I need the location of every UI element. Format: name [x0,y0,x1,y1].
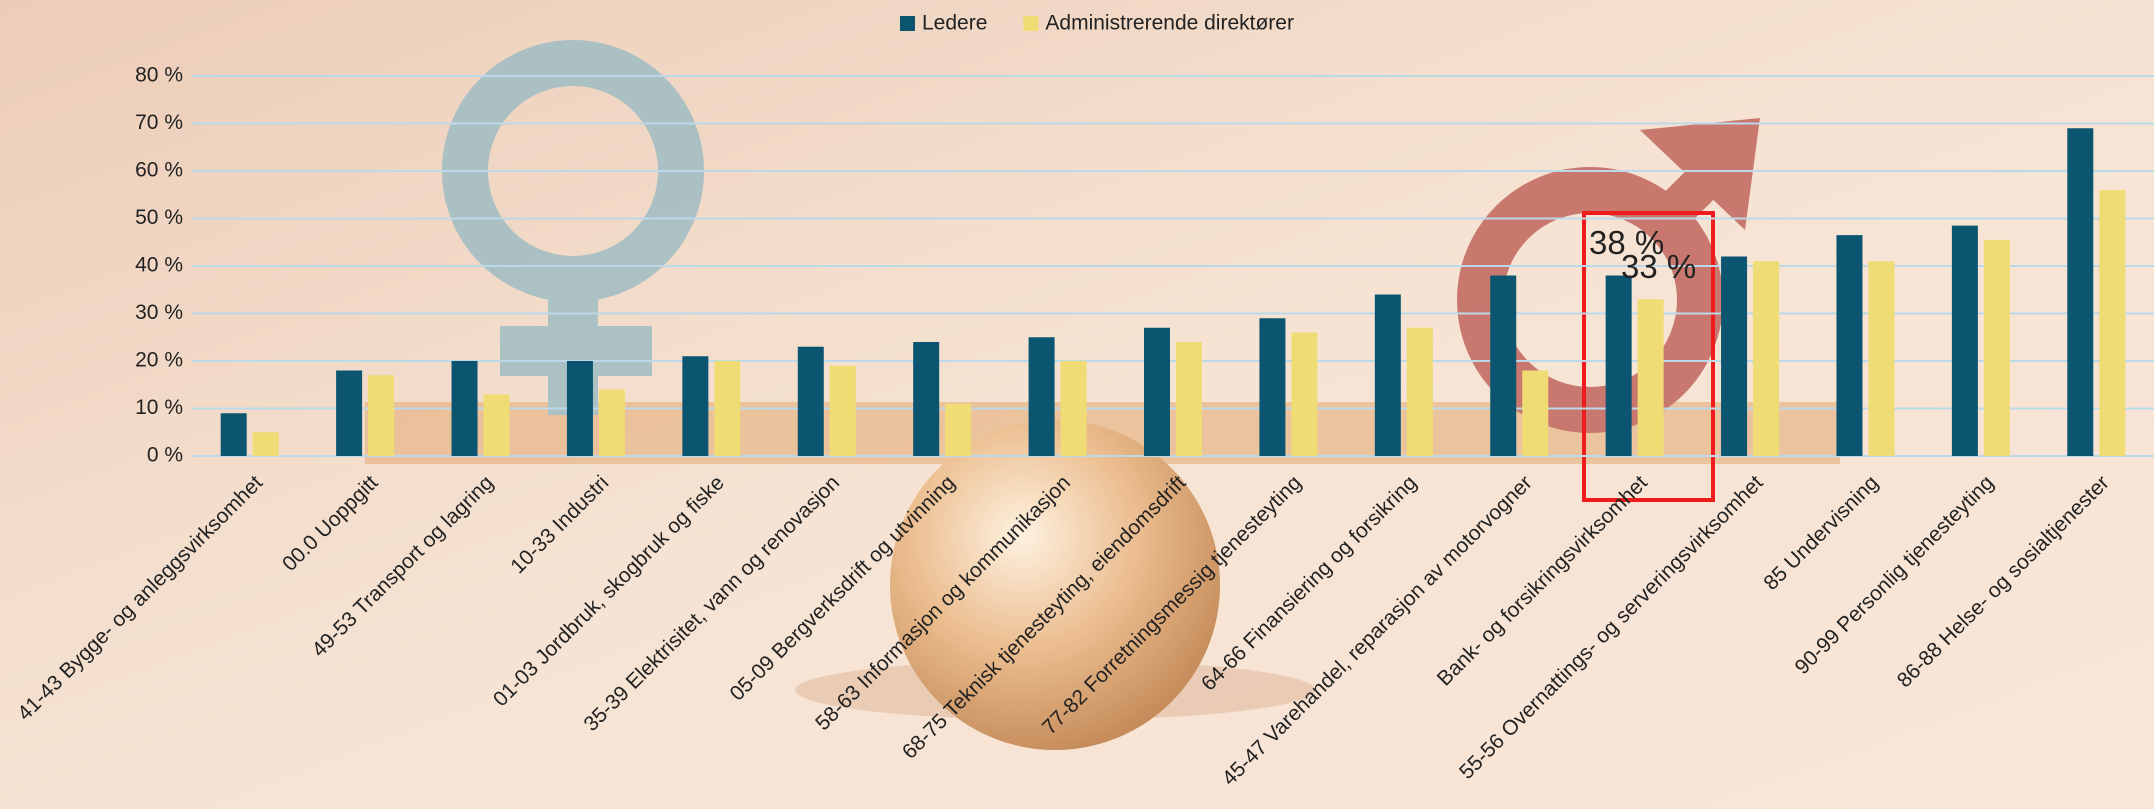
y-tick-label: 70 % [135,111,183,134]
bar [1721,257,1747,457]
bar [452,361,478,456]
legend-label: Ledere [922,12,987,35]
bar [1176,342,1202,456]
bar [484,394,510,456]
y-tick-label: 0 % [147,444,183,467]
bar [830,366,856,456]
bar [1984,240,2010,456]
bar [1259,318,1285,456]
bar [1407,328,1433,456]
bar [368,375,394,456]
bar [1029,337,1055,456]
value-label: 33 % [1621,248,1696,285]
bar [1375,295,1401,457]
bar [1638,299,1664,456]
bar [945,404,971,456]
bar [1753,261,1779,456]
bar [682,356,708,456]
bar [2067,128,2093,456]
bar [1868,261,1894,456]
bar [1606,276,1632,457]
bar [1490,276,1516,457]
bar [1144,328,1170,456]
y-tick-label: 40 % [135,254,183,277]
y-tick-label: 10 % [135,396,183,419]
bar [1291,333,1317,457]
bar [714,361,740,456]
y-tick-label: 20 % [135,349,183,372]
bar [798,347,824,456]
bar [2099,190,2125,456]
chart: 0 % 10 % 20 % 30 % 40 % 50 % 60 % 70 % 80 % Leder… [0,0,2154,809]
bar [913,342,939,456]
bar [221,413,247,456]
y-tick-label: 30 % [135,301,183,324]
bar [567,361,593,456]
bar [253,432,279,456]
bar [1836,235,1862,456]
legend-swatch [900,16,915,31]
legend-swatch [1023,16,1038,31]
bar [1061,361,1087,456]
y-tick-label: 60 % [135,159,183,182]
y-tick-label: 50 % [135,206,183,229]
bar [1522,371,1548,457]
legend-label: Administrerende direktører [1045,12,1294,35]
bar [336,371,362,457]
bar [599,390,625,457]
bar [1952,226,1978,456]
y-tick-label: 80 % [135,64,183,87]
